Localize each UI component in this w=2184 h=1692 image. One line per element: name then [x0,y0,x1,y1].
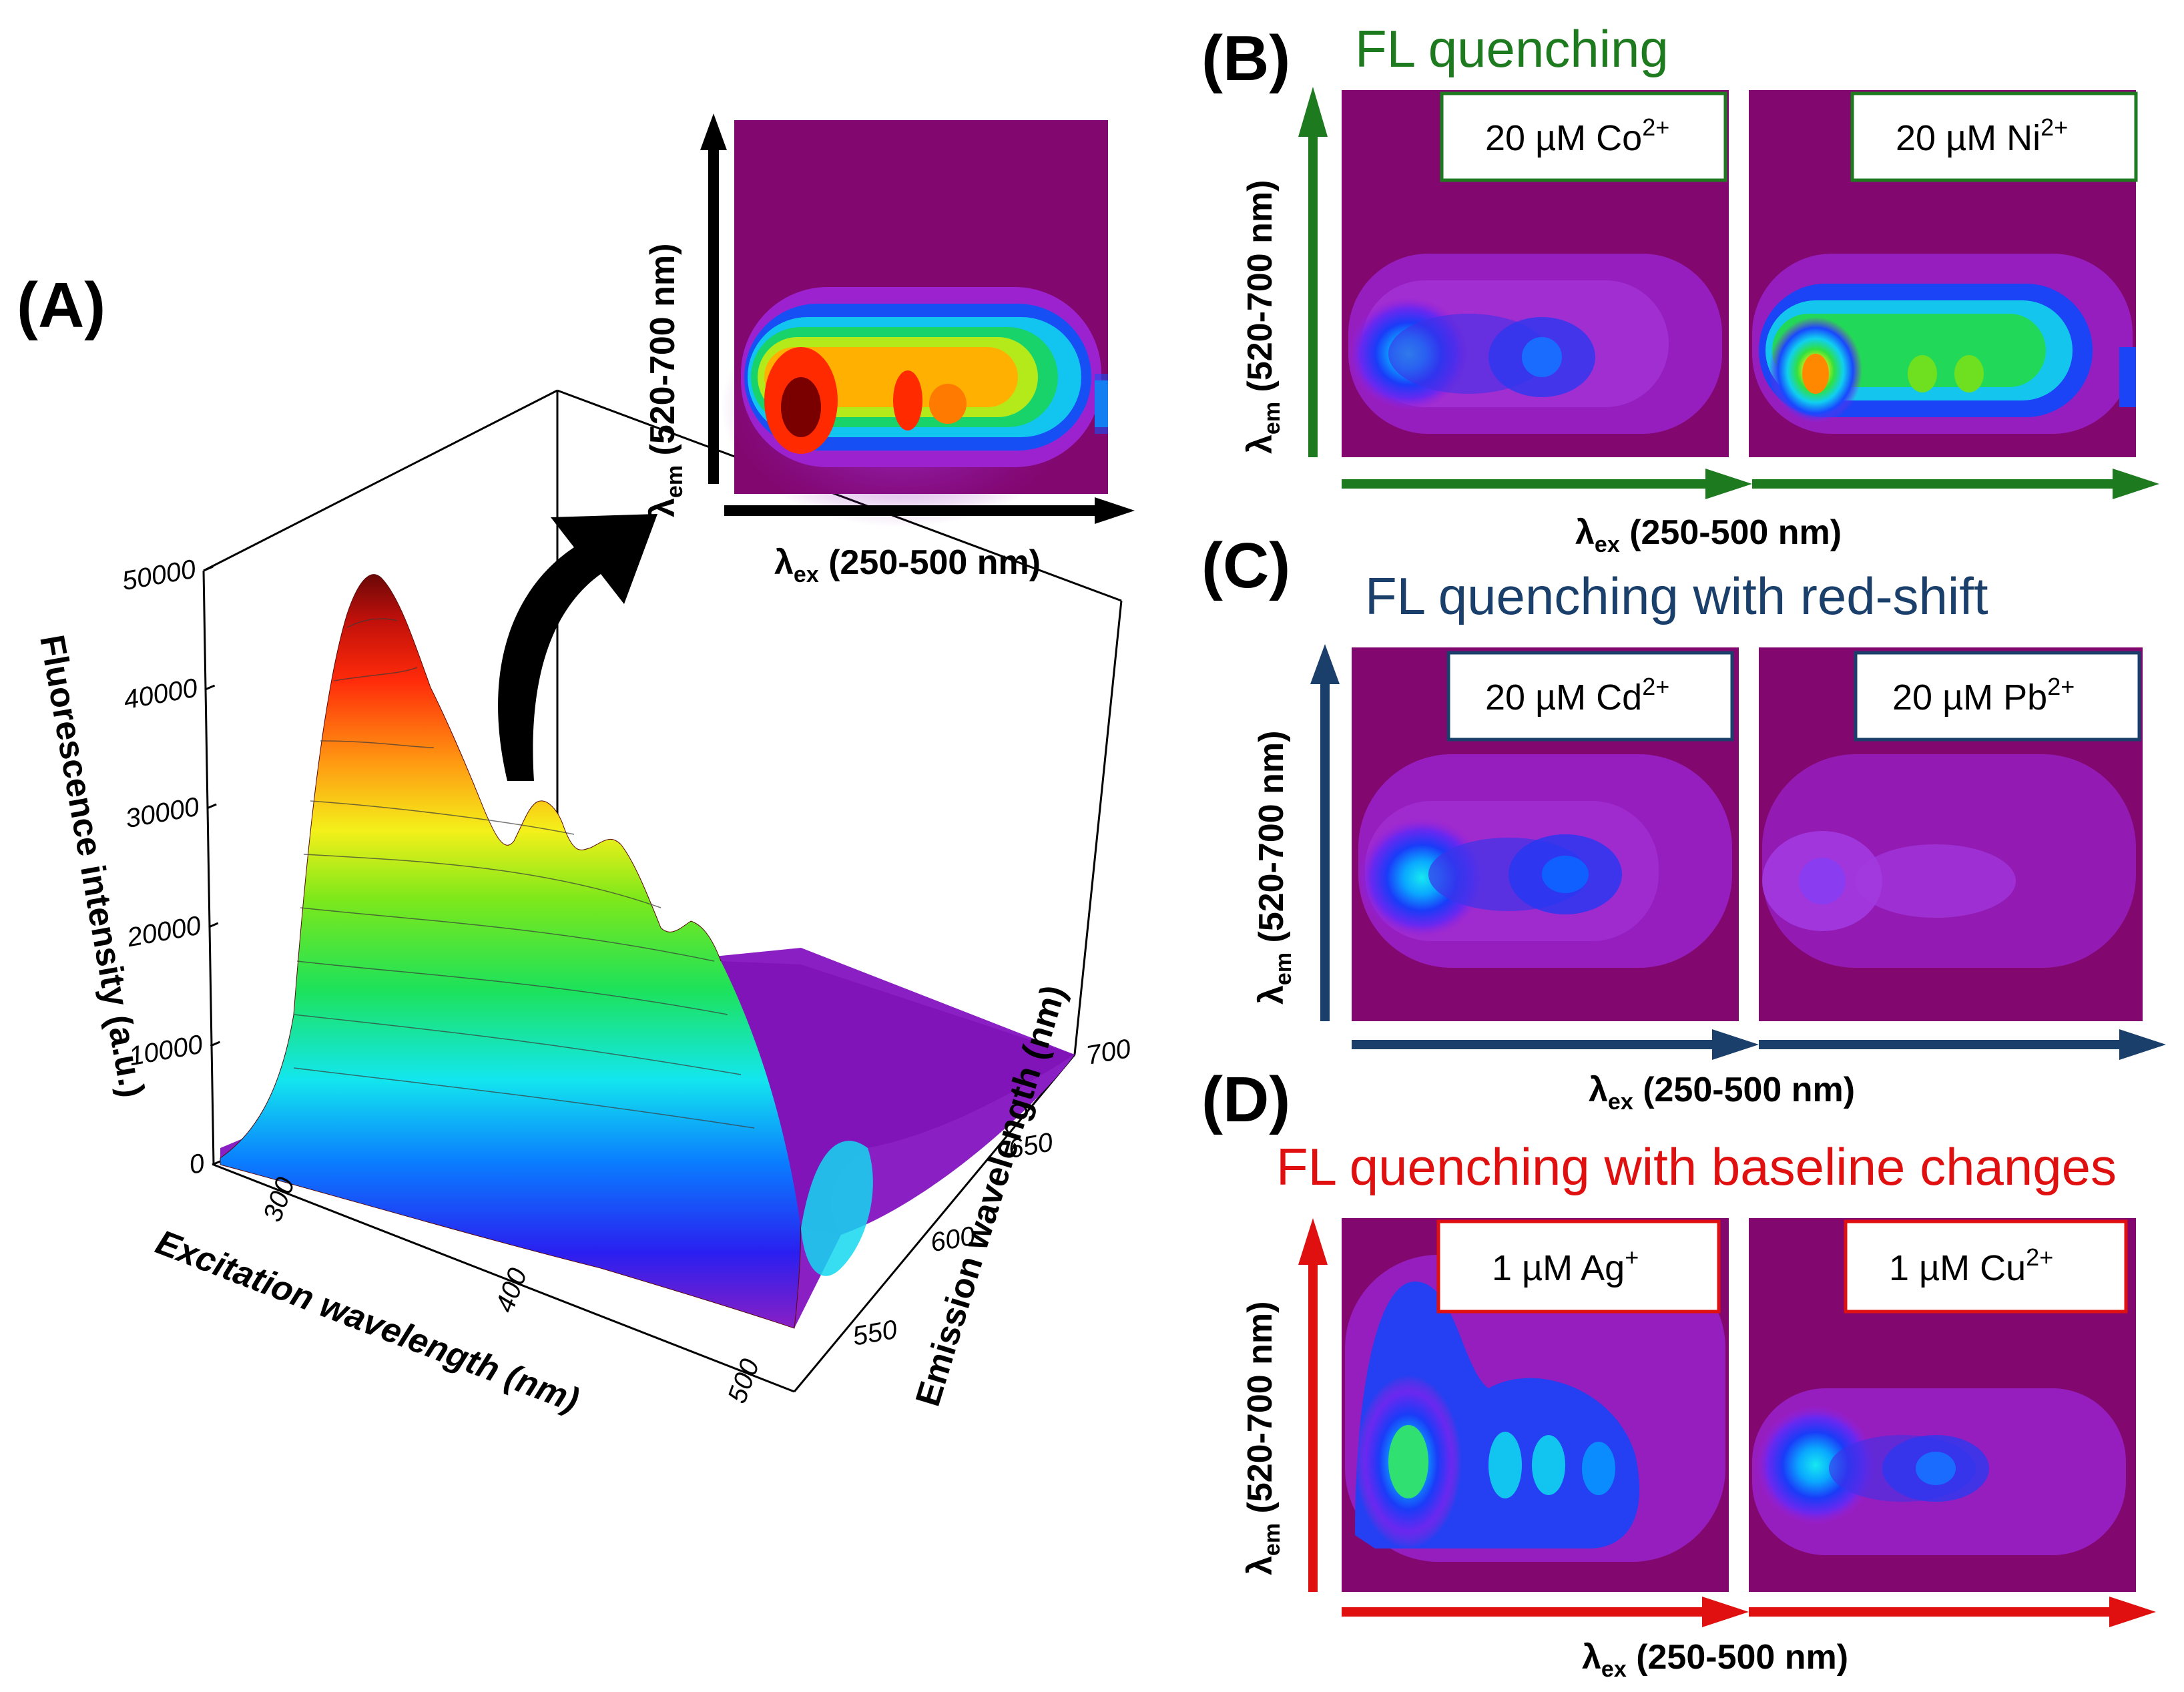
panel-b-x-label: λex (250-500 nm) [1575,513,1842,557]
panel-c-y-arrow [1310,644,1340,1021]
panel-b-x-arrow [1342,469,2159,499]
x-tick-label: 300 [258,1173,300,1225]
svg-text:20 µM Co2+: 20 µM Co2+ [1485,113,1669,158]
inset-x-label: λex (250-500 nm) [774,543,1041,587]
z-tick-label: 0 [187,1149,207,1180]
y-tick-label: 550 [850,1315,899,1352]
curved-arrow-icon [498,514,657,781]
panel-b-y-arrow [1298,87,1328,457]
svg-text:1 µM Ag+: 1 µM Ag+ [1492,1243,1639,1288]
panel-b-y-label: λem (520-700 nm) [1241,180,1285,454]
inset-y-arrow [700,113,727,484]
x-tick-label: 500 [722,1355,765,1407]
x-tick-label: 400 [490,1264,533,1316]
y-tick-label: 700 [1084,1034,1133,1071]
z-tick-mark [208,922,219,928]
panel-d-x-arrow [1342,1597,2156,1627]
svg-text:20 µM Cd2+: 20 µM Cd2+ [1485,673,1669,718]
box-cd: 20 µM Cd2+ [1446,651,1734,742]
box-pb: 20 µM Pb2+ [1854,651,2141,742]
svg-text:1 µM Cu2+: 1 µM Cu2+ [1889,1243,2053,1288]
z-tick-mark [210,1041,220,1047]
3d-box-frame [202,389,1123,1393]
inset-y-label: λem (520-700 nm) [643,244,688,517]
box-cu: 1 µM Cu2+ [1844,1219,2128,1314]
z-tick-mark [206,803,217,810]
panel-a-label: (A) [17,270,105,341]
z-tick-mark [205,684,216,691]
surface-peaks [220,574,801,1329]
box-ag: 1 µM Ag+ [1436,1219,1721,1314]
box-co: 20 µM Co2+ [1440,91,1727,182]
panel-b-title: FL quenching [1355,19,1669,78]
svg-text:20 µM Pb2+: 20 µM Pb2+ [1892,673,2075,718]
panel-c-x-arrow [1352,1029,2166,1060]
panel-d-title: FL quenching with baseline changes [1276,1137,2117,1196]
heatmap-cu [1749,1218,2136,1592]
z-tick-label: 40000 [121,673,200,716]
svg-text:20 µM Ni2+: 20 µM Ni2+ [1896,113,2068,158]
panel-c-x-label: λex (250-500 nm) [1589,1071,1855,1115]
surface-side-bump [801,1141,873,1276]
panel-b-label: (B) [1201,23,1290,94]
x-axis-label: Excitation wavelength (nm) [151,1223,584,1420]
panel-c-y-label: λem (520-700 nm) [1252,731,1296,1005]
panel-c-title: FL quenching with red-shift [1365,567,1988,625]
z-tick-label: 20000 [124,911,203,953]
z-tick-mark [203,565,214,572]
panel-c-label: (C) [1201,530,1290,601]
inset-heatmap [721,120,1108,527]
panel-d-y-label: λem (520-700 nm) [1241,1302,1285,1575]
z-tick-label: 30000 [123,792,202,834]
z-tick-label: 50000 [119,555,198,597]
panel-d-y-arrow [1298,1218,1328,1592]
box-ni: 20 µM Ni2+ [1850,91,2138,182]
contour-lines [293,618,755,1129]
surface-plot [220,574,1075,1329]
panel-d-x-label: λex (250-500 nm) [1582,1638,1848,1682]
inset-x-arrow [724,497,1135,524]
panel-d-label: (D) [1201,1064,1290,1135]
surface-plateau [721,961,1075,1235]
